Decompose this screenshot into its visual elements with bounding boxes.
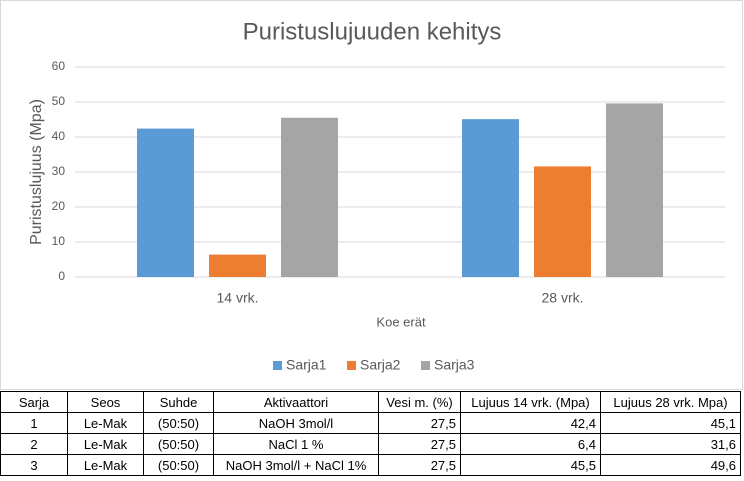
y-tick-label: 20 bbox=[52, 199, 66, 213]
table-cell: 45,1 bbox=[600, 412, 741, 434]
header-cell: Suhde bbox=[143, 391, 214, 413]
table-cell: (50:50) bbox=[143, 412, 214, 434]
header-cell: Vesi m. (%) bbox=[378, 391, 461, 413]
bar bbox=[281, 117, 338, 277]
table-cell: 27,5 bbox=[378, 454, 461, 476]
table-cell: (50:50) bbox=[143, 433, 214, 455]
table-cell: 27,5 bbox=[378, 433, 461, 455]
table-cell: Le-Mak bbox=[67, 412, 144, 434]
table-cell: 6,4 bbox=[460, 433, 601, 455]
table-cell: NaCl 1 % bbox=[213, 433, 379, 455]
table-cell: 49,6 bbox=[600, 454, 741, 476]
bar bbox=[534, 166, 591, 277]
bar bbox=[209, 254, 266, 277]
legend-swatch bbox=[347, 361, 356, 370]
y-tick-label: 50 bbox=[52, 94, 66, 108]
table-row: 3 Le-Mak (50:50) NaOH 3mol/l + NaCl 1% 27,5 4… bbox=[0, 454, 741, 476]
chart: Puristuslujuuden kehitys Puristuslujuus … bbox=[0, 0, 743, 390]
table-cell: 42,4 bbox=[460, 412, 601, 434]
table-cell: Le-Mak bbox=[67, 454, 144, 476]
table-cell: 31,6 bbox=[600, 433, 741, 455]
table-cell: Le-Mak bbox=[67, 433, 144, 455]
data-table: Sarja Seos Suhde Aktivaattori Vesi m. (%) Luj… bbox=[0, 391, 741, 476]
x-tick-label: 28 vrk. bbox=[541, 290, 583, 306]
y-tick-label: 10 bbox=[52, 234, 66, 248]
table-cell: 2 bbox=[0, 433, 68, 455]
bar bbox=[137, 128, 194, 277]
header-cell: Lujuus 14 vrk. (Mpa) bbox=[460, 391, 601, 413]
y-tick-label: 0 bbox=[58, 269, 65, 283]
x-tick-label: 14 vrk. bbox=[216, 290, 258, 306]
header-cell: Lujuus 28 vrk. Mpa) bbox=[600, 391, 741, 413]
table-row: 2 Le-Mak (50:50) NaCl 1 % 27,5 6,4 31,6 bbox=[0, 433, 741, 455]
table-cell: (50:50) bbox=[143, 454, 214, 476]
table-cell: 1 bbox=[0, 412, 68, 434]
table-cell: 45,5 bbox=[460, 454, 601, 476]
table-row: Sarja Seos Suhde Aktivaattori Vesi m. (%) Luj… bbox=[0, 391, 741, 413]
header-cell: Seos bbox=[67, 391, 144, 413]
x-axis-title: Koe erät bbox=[376, 314, 426, 329]
table-cell: 27,5 bbox=[378, 412, 461, 434]
legend-label: Sarja2 bbox=[360, 357, 401, 373]
y-tick-label: 60 bbox=[52, 59, 66, 73]
legend-label: Sarja3 bbox=[434, 357, 475, 373]
table-cell: NaOH 3mol/l + NaCl 1% bbox=[213, 454, 379, 476]
table-row: 1 Le-Mak (50:50) NaOH 3mol/l 27,5 42,4 45,1 bbox=[0, 412, 741, 434]
header-cell: Sarja bbox=[0, 391, 68, 413]
bar bbox=[606, 103, 663, 278]
chart-title: Puristuslujuuden kehitys bbox=[243, 18, 502, 45]
y-axis-title: Puristuslujuus (Mpa) bbox=[28, 99, 45, 245]
legend-swatch bbox=[273, 361, 282, 370]
legend-swatch bbox=[421, 361, 430, 370]
table-cell: 3 bbox=[0, 454, 68, 476]
y-tick-label: 40 bbox=[52, 129, 66, 143]
table-cell: NaOH 3mol/l bbox=[213, 412, 379, 434]
header-cell: Aktivaattori bbox=[213, 391, 379, 413]
bar bbox=[462, 119, 519, 278]
y-tick-label: 30 bbox=[52, 164, 66, 178]
legend-label: Sarja1 bbox=[286, 357, 327, 373]
